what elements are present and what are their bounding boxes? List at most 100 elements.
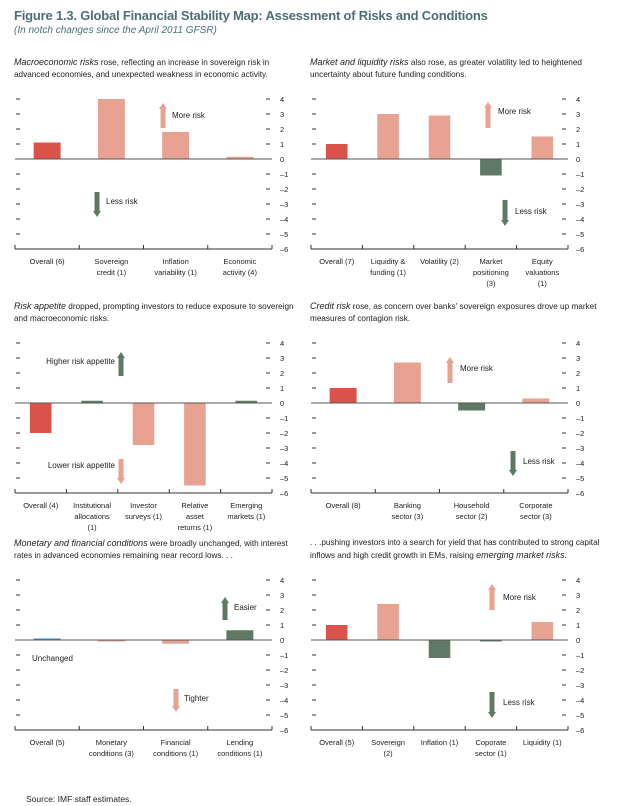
- category-label: Emerging markets (1): [227, 501, 265, 521]
- y-tick-label: –1: [576, 170, 584, 179]
- annotation-label: Tighter: [184, 694, 209, 703]
- bar: [226, 630, 254, 640]
- arrow-shaft: [160, 108, 166, 128]
- caption-text: rose, as concern over banks' sovereign e…: [310, 302, 597, 323]
- bar: [325, 625, 348, 640]
- figure-title: Figure 1.3. Global Financial Stability M…: [14, 8, 488, 23]
- arrow-shaft: [489, 589, 495, 610]
- y-tick-label: –1: [280, 651, 288, 660]
- bar: [377, 604, 399, 640]
- y-tick-label: –2: [576, 666, 584, 675]
- y-tick-label: 2: [576, 125, 580, 134]
- y-tick-label: –2: [280, 185, 288, 194]
- category-label: Investor surveys (1): [125, 501, 163, 521]
- bar-chart: 4 3 2 1 0 –1 –2 –3 –4 –5 –6 Overall (5) Monetary cond…: [14, 576, 288, 758]
- annotation-label: Less risk: [515, 207, 548, 216]
- arrow-up-icon: [446, 357, 454, 383]
- bar: [184, 403, 206, 486]
- category-label-line: Overall (5): [30, 738, 66, 747]
- category-label-line: Household: [454, 501, 490, 510]
- bar: [162, 640, 190, 644]
- y-tick-label: –3: [280, 681, 288, 690]
- caption-text: rose, reflecting an increase in sovereig…: [14, 58, 270, 79]
- category-label: Liquidity (1): [523, 738, 562, 747]
- arrow-shaft: [173, 689, 179, 707]
- y-tick-label: 4: [576, 95, 580, 104]
- bar: [393, 362, 421, 403]
- bar: [29, 403, 52, 433]
- category-label-line: sector (3): [392, 512, 424, 521]
- y-tick-label: 0: [280, 155, 284, 164]
- annotation-label: Lower risk appetite: [48, 461, 116, 470]
- y-tick-label: –4: [576, 459, 584, 468]
- y-tick-label: –4: [576, 696, 584, 705]
- category-label-line: Inflation (1): [421, 738, 459, 747]
- y-tick-label: 1: [280, 140, 284, 149]
- arrow-down-icon: [93, 192, 101, 217]
- annotation-label: Easier: [234, 603, 257, 612]
- annotation-label: Less risk: [106, 197, 139, 206]
- category-label-line: Monetary: [96, 738, 128, 747]
- category-label: Sovereign (2): [371, 738, 405, 758]
- category-label-line: funding (1): [370, 268, 406, 277]
- arrow-up-icon: [221, 597, 229, 620]
- category-label-line: valuations: [525, 268, 559, 277]
- arrow-down-icon: [509, 451, 517, 476]
- arrow-shaft: [485, 107, 491, 128]
- y-tick-label: –2: [280, 666, 288, 675]
- y-tick-label: –2: [280, 429, 288, 438]
- bar: [235, 400, 258, 403]
- arrow-shaft: [489, 692, 495, 713]
- bar: [480, 640, 502, 642]
- category-label-line: activity (4): [223, 268, 258, 277]
- y-tick-label: 4: [280, 95, 284, 104]
- category-label-line: Sovereign: [94, 257, 128, 266]
- y-tick-label: –3: [576, 444, 584, 453]
- bar: [162, 132, 190, 159]
- category-label-line: (1): [88, 523, 98, 532]
- category-label-line: Financial: [161, 738, 191, 747]
- category-label-line: returns (1): [178, 523, 213, 532]
- caption-text: dropped, prompting investors to reduce e…: [14, 302, 294, 323]
- figure-subtitle: (In notch changes since the April 2011 G…: [14, 25, 217, 36]
- category-label-line: Economic: [223, 257, 256, 266]
- category-label: Coporate sector (1): [475, 738, 507, 758]
- category-label-line: conditions (1): [217, 749, 263, 758]
- y-tick-label: –6: [576, 489, 584, 498]
- category-label: Liquidity & funding (1): [370, 257, 406, 277]
- bar: [97, 99, 125, 159]
- annotation-label: More risk: [503, 593, 537, 602]
- category-label: Market positioning (3): [473, 257, 509, 288]
- category-label-line: markets (1): [227, 512, 265, 521]
- y-tick-label: –5: [280, 711, 288, 720]
- category-label: Volatility (2): [420, 257, 459, 266]
- y-tick-label: 3: [280, 354, 284, 363]
- category-label: Economic activity (4): [223, 257, 258, 277]
- category-label-line: Institutional: [73, 501, 111, 510]
- caption-emphasis: Risk appetite: [14, 301, 67, 311]
- y-tick-label: 1: [280, 621, 284, 630]
- category-label-line: Market: [479, 257, 503, 266]
- caption-emphasis: Macroeconomic risks: [14, 57, 99, 67]
- category-label: Institutional allocations (1): [73, 501, 111, 532]
- category-label-line: sector (3): [520, 512, 552, 521]
- category-label-line: positioning: [473, 268, 509, 277]
- y-tick-label: 0: [280, 399, 284, 408]
- bar: [428, 640, 451, 658]
- category-label: Inflation (1): [421, 738, 459, 747]
- bar: [531, 622, 554, 640]
- y-tick-label: –1: [280, 414, 288, 423]
- category-label-line: Banking: [394, 501, 421, 510]
- arrow-head: [501, 220, 509, 226]
- y-tick-label: 2: [280, 369, 284, 378]
- category-label: Banking sector (3): [392, 501, 424, 521]
- arrow-up-icon: [159, 103, 167, 128]
- y-tick-label: –2: [576, 429, 584, 438]
- category-label-line: Investor: [130, 501, 157, 510]
- y-tick-label: –6: [576, 726, 584, 735]
- y-tick-label: 4: [280, 576, 284, 585]
- bar: [226, 156, 254, 159]
- caption-emphasis: emerging market risks.: [476, 550, 568, 560]
- category-label-line: Sovereign: [371, 738, 405, 747]
- caption-text: . . .pushing investors into a search for…: [310, 538, 600, 560]
